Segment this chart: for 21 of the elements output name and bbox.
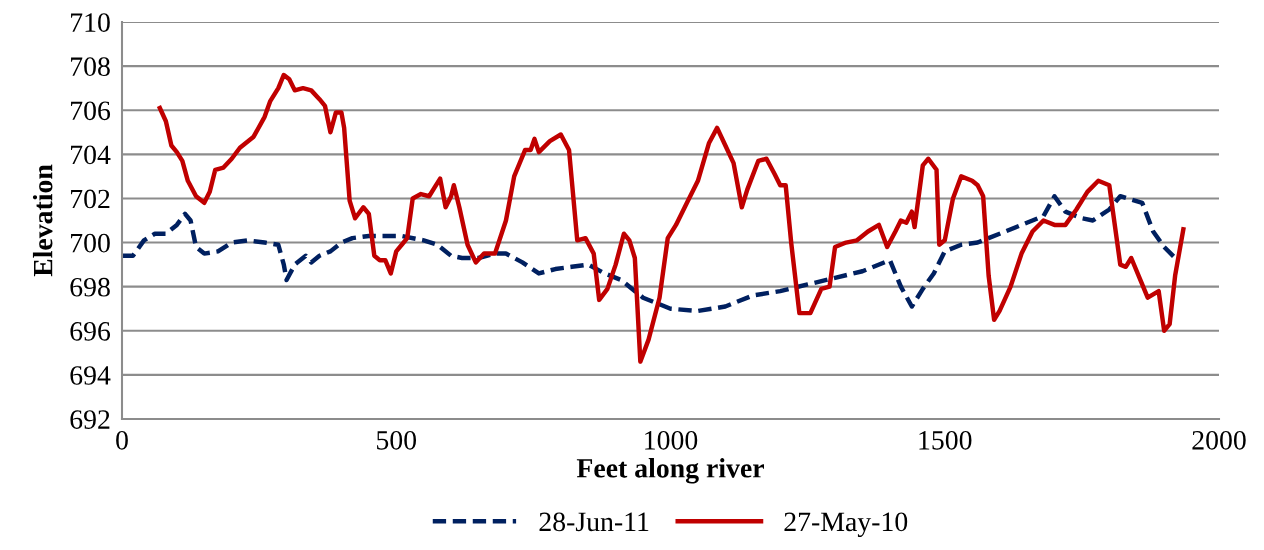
x-tick-label: 2000	[1192, 430, 1246, 450]
y-tick-label: 696	[70, 322, 111, 341]
line-series	[122, 194, 1178, 314]
line-series	[157, 72, 1186, 364]
y-tick-label: 702	[71, 189, 110, 209]
y-tick-label: 700	[71, 233, 110, 253]
x-tick-label: 500	[377, 430, 417, 450]
y-tick-label: 708	[71, 57, 110, 77]
x-tick-label: 0	[116, 430, 128, 450]
y-tick-label: 710	[71, 13, 110, 32]
y-tick-label: 692	[70, 410, 110, 429]
y-tick-label: 704	[71, 145, 111, 165]
y-tick-label: 706	[71, 101, 111, 121]
legend-label: 27-May-10	[784, 512, 908, 537]
x-axis-title: Feet along river	[576, 458, 764, 484]
x-tick-label: 1500	[919, 430, 972, 450]
y-axis-title: Elevation	[32, 164, 53, 277]
legend-label: 28-Jun-11	[539, 512, 649, 532]
y-tick-label: 694	[70, 366, 111, 385]
y-tick-label: 698	[70, 277, 110, 297]
x-tick-label: 1000	[645, 430, 698, 450]
